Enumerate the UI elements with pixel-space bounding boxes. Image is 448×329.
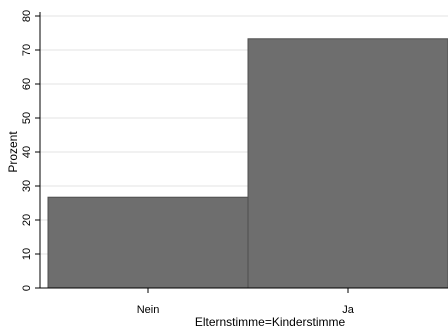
- y-tick-label: 0: [21, 285, 33, 291]
- x-axis-ticks: Nein Ja: [137, 288, 355, 316]
- axes: [39, 12, 448, 289]
- y-tick-label: 10: [21, 248, 33, 260]
- y-axis-ticks: 0 10 20 30 40 50 60 70 80: [21, 10, 40, 291]
- x-tick-label: Nein: [137, 304, 160, 316]
- y-axis-label: Prozent: [6, 131, 20, 173]
- bar-nein: [47, 196, 249, 289]
- bars: [47, 38, 448, 289]
- y-tick-label: 80: [21, 10, 33, 22]
- bar-ja: [247, 38, 448, 289]
- y-tick-label: 60: [21, 78, 33, 90]
- y-tick-label: 30: [21, 180, 33, 192]
- x-axis-label: Elternstimme=Kinderstimme: [195, 315, 346, 329]
- x-tick-label: Ja: [342, 304, 355, 316]
- y-tick-label: 70: [21, 44, 33, 56]
- y-tick-label: 50: [21, 112, 33, 124]
- y-tick-label: 20: [21, 214, 33, 226]
- y-tick-label: 40: [21, 146, 33, 158]
